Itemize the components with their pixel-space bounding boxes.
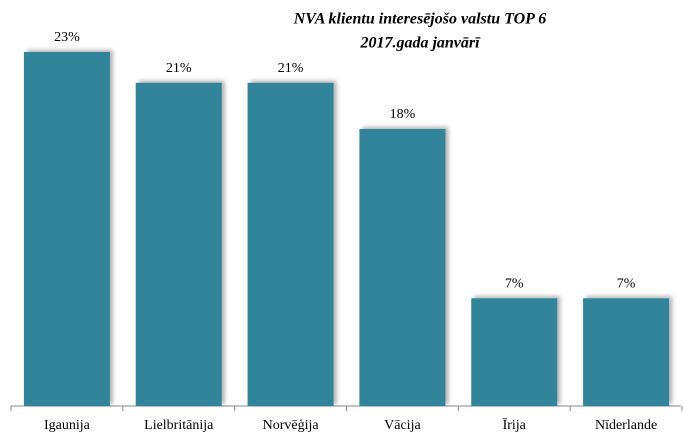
x-tick-label: Nīderlande	[595, 418, 657, 433]
chart-title: NVA klientu interesējošo valstu TOP 6	[293, 11, 547, 28]
x-tick-label: Lielbritānija	[144, 418, 214, 433]
x-tick-label: Norvēģija	[263, 417, 320, 433]
x-tick-label: Īrija	[503, 417, 527, 433]
x-tick-label: Igaunija	[44, 418, 91, 433]
bar	[583, 298, 670, 406]
data-label: 7%	[505, 276, 524, 291]
chart-subtitle: 2017.gada janvārī	[359, 35, 481, 52]
x-tick-label: Vācija	[384, 418, 421, 433]
bar	[359, 128, 446, 406]
data-label: 18%	[390, 107, 416, 122]
bar	[23, 52, 110, 406]
bar	[135, 82, 222, 407]
data-label: 7%	[617, 276, 636, 291]
data-label: 21%	[166, 61, 192, 76]
data-label: 21%	[278, 61, 304, 76]
bar	[471, 298, 558, 406]
data-label: 23%	[54, 30, 80, 45]
bar	[247, 82, 334, 407]
